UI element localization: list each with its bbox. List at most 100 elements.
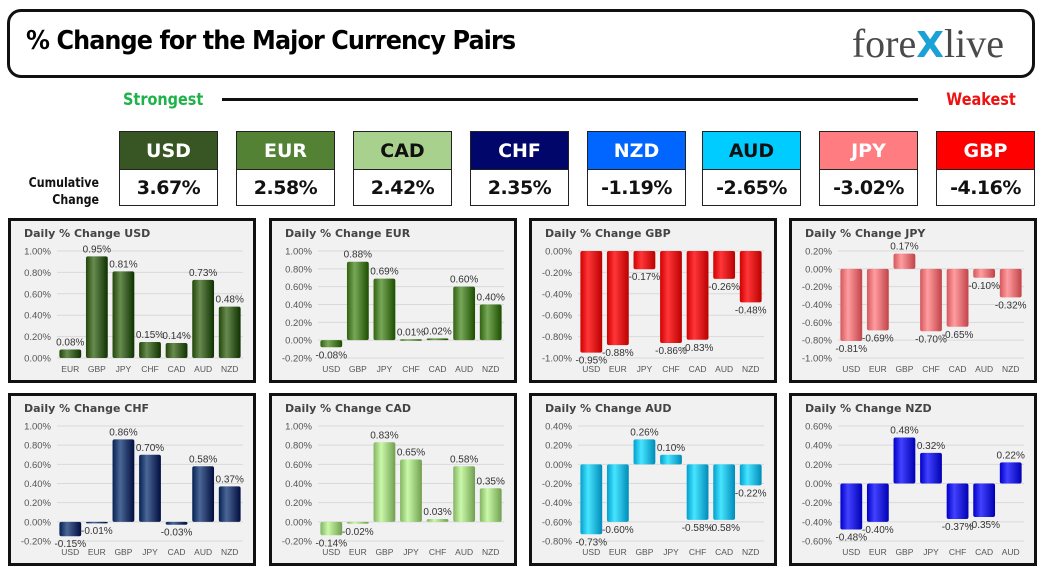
- data-label: 0.48%: [216, 295, 244, 306]
- data-label: -0.02%: [342, 527, 374, 538]
- x-tick-label: CAD: [715, 547, 733, 557]
- bar-nzd: [218, 306, 241, 358]
- bar-chart: 1.00% 0.80% 0.60% 0.40% 0.20% 0.00% -0.20% -0.1…: [21, 422, 244, 558]
- y-tick-label: -1.00%: [542, 354, 573, 365]
- data-label: -0.70%: [915, 334, 947, 345]
- data-label: 0.22%: [997, 450, 1025, 461]
- bar-jpy: [112, 271, 135, 358]
- chart-panel-gbp: Daily % Change GBP 0.00% -0.20% -0.40% -0.60…: [529, 218, 777, 383]
- bar-jpy: [660, 454, 682, 465]
- y-tick-label: 0.20%: [24, 332, 51, 343]
- x-tick-label: JPY: [377, 364, 393, 374]
- x-tick-label: USD: [582, 364, 600, 374]
- bar-eur: [59, 349, 82, 358]
- x-tick-label: CHF: [662, 364, 679, 374]
- data-label: 0.81%: [109, 259, 137, 270]
- page-title: % Change for the Major Currency Pairs: [26, 26, 516, 56]
- cumulative-value: 2.58%: [237, 170, 334, 205]
- chart-title: Daily % Change EUR: [285, 227, 411, 240]
- data-label: -0.88%: [602, 348, 634, 359]
- bar-chart: 0.60%0.40%0.20%0.00%-0.20%-0.40%-0.60% -0…: [802, 422, 1025, 558]
- y-tick-label: -0.20%: [542, 479, 573, 490]
- data-label: 0.70%: [136, 443, 164, 454]
- data-label: -0.35%: [968, 520, 1000, 531]
- y-tick-label: 0.00%: [285, 517, 312, 528]
- y-tick-label: 0.00%: [805, 264, 832, 275]
- y-tick-label: -0.80%: [802, 336, 833, 347]
- data-label: 0.08%: [56, 337, 84, 348]
- x-tick-label: GBP: [349, 364, 367, 374]
- forexlive-logo: foreXlive: [852, 20, 1004, 67]
- x-tick-label: EUR: [609, 547, 627, 557]
- data-label: 0.37%: [216, 474, 244, 485]
- bar-chart: 1.00% 0.80% 0.60% 0.40% 0.20% 0.00% -0.20% -0.1…: [282, 422, 505, 558]
- y-tick-label: -0.40%: [542, 289, 573, 300]
- y-tick-label: 0.00%: [24, 517, 51, 528]
- x-tick-label: NZD: [482, 364, 499, 374]
- y-tick-label: 1.00%: [24, 247, 51, 258]
- data-label: 0.83%: [370, 430, 398, 441]
- bar-chf: [400, 339, 422, 341]
- bar-gbp: [112, 439, 135, 522]
- bar-usd: [320, 521, 343, 536]
- x-tick-label: CHF: [922, 364, 939, 374]
- data-label: 0.10%: [657, 443, 685, 454]
- bar-chf: [139, 341, 161, 358]
- data-label: 0.14%: [162, 331, 190, 342]
- y-tick-label: 0.20%: [805, 460, 832, 471]
- x-tick-label: GBP: [114, 547, 132, 557]
- bar-usd: [840, 268, 863, 342]
- bar-usd: [59, 521, 82, 537]
- data-label: -0.22%: [735, 488, 767, 499]
- bar-chart: 0.40%0.20%0.00%-0.20%-0.40%-0.60%-0.80% -…: [542, 422, 767, 558]
- x-tick-label: JPY: [663, 547, 679, 557]
- x-tick-label: GBP: [635, 547, 653, 557]
- y-tick-label: -0.60%: [542, 517, 573, 528]
- bar-chf: [426, 518, 449, 522]
- cumulative-value: 2.35%: [471, 170, 568, 205]
- x-tick-label: NZD: [221, 547, 238, 557]
- x-tick-label: GBP: [88, 364, 106, 374]
- y-tick-label: 0.40%: [285, 479, 312, 490]
- cumulative-value: -2.65%: [703, 170, 800, 205]
- y-tick-label: 1.00%: [285, 422, 312, 433]
- chart-title: Daily % Change NZD: [805, 402, 932, 415]
- data-label: -0.81%: [835, 344, 867, 355]
- x-tick-label: JPY: [923, 547, 939, 557]
- bar-eur: [866, 483, 889, 522]
- bar-aud: [192, 466, 215, 522]
- x-tick-label: EUR: [869, 364, 887, 374]
- bar-eur: [85, 521, 108, 524]
- bar-gbp: [893, 253, 916, 269]
- bar-nzd: [479, 304, 502, 341]
- cumulative-label-line1: Cumulative: [28, 176, 99, 191]
- currency-box-gbp: GBP -4.16%: [936, 131, 1035, 206]
- y-tick-label: -0.20%: [21, 537, 52, 548]
- currency-box-cad: CAD 2.42%: [353, 131, 452, 206]
- bar-gbp: [85, 256, 108, 358]
- y-tick-label: -0.20%: [282, 537, 313, 548]
- x-tick-label: USD: [61, 547, 79, 557]
- x-tick-label: GBP: [375, 547, 393, 557]
- y-tick-label: 0.60%: [285, 460, 312, 471]
- bar-cad: [426, 338, 449, 341]
- currency-code: EUR: [237, 132, 334, 170]
- x-tick-label: AUD: [975, 364, 993, 374]
- x-tick-label: EUR: [869, 547, 887, 557]
- logo-x-arrow-icon: X: [916, 25, 945, 66]
- bar-aud: [999, 462, 1022, 484]
- data-label: 0.58%: [450, 454, 478, 465]
- bar-eur: [346, 521, 369, 524]
- y-tick-label: 0.20%: [285, 318, 312, 329]
- y-tick-label: -1.00%: [802, 354, 833, 365]
- bar-aud: [973, 268, 996, 278]
- data-label: -0.58%: [708, 523, 740, 534]
- data-label: 0.48%: [890, 426, 918, 437]
- cumulative-value: -3.02%: [820, 170, 917, 205]
- y-tick-label: -0.80%: [542, 537, 573, 548]
- data-label: 0.69%: [370, 267, 398, 278]
- strongest-label: Strongest: [123, 90, 204, 110]
- x-tick-label: AUD: [455, 547, 473, 557]
- data-label: -0.48%: [835, 533, 867, 544]
- x-tick-label: AUD: [455, 364, 473, 374]
